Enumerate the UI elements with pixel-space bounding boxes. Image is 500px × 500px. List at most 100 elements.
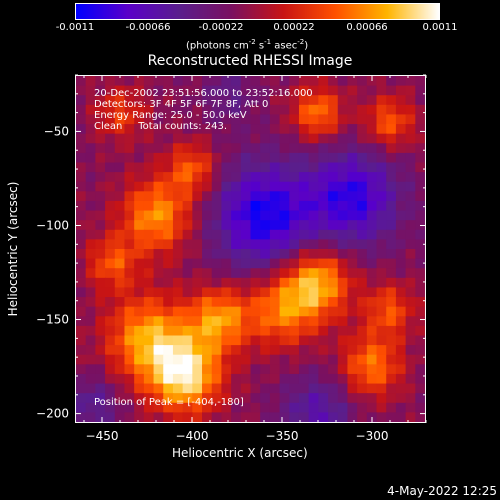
heatmap-cell bbox=[269, 258, 281, 269]
heatmap-cell bbox=[192, 354, 203, 365]
heatmap-cell bbox=[163, 268, 174, 279]
heatmap-cell bbox=[76, 345, 87, 356]
heatmap-cell bbox=[289, 383, 300, 394]
heatmap-cell bbox=[76, 297, 87, 308]
heatmap-cell bbox=[366, 133, 378, 144]
heatmap-cell bbox=[298, 162, 310, 173]
heatmap-cell bbox=[95, 297, 106, 308]
heatmap-cell bbox=[260, 325, 271, 337]
heatmap-cell bbox=[85, 412, 96, 422]
heatmap-cell bbox=[85, 335, 96, 346]
heatmap-cell bbox=[163, 85, 174, 96]
heatmap-cell bbox=[260, 172, 271, 183]
heatmap-cell bbox=[357, 249, 368, 260]
heatmap-cell bbox=[395, 364, 407, 375]
heatmap-cell bbox=[105, 277, 116, 289]
heatmap-cell bbox=[105, 76, 116, 87]
heatmap-cell bbox=[231, 229, 242, 240]
heatmap-cell bbox=[260, 76, 271, 87]
heatmap-cell bbox=[134, 373, 145, 385]
heatmap-cell bbox=[163, 104, 174, 116]
heatmap-cell bbox=[221, 325, 232, 337]
heatmap-cell bbox=[308, 124, 319, 135]
heatmap-cell bbox=[250, 191, 261, 202]
heatmap-cell bbox=[279, 412, 290, 422]
heatmap-cell bbox=[143, 316, 155, 327]
heatmap-cell bbox=[221, 373, 232, 385]
heatmap-cell bbox=[347, 306, 358, 317]
heatmap-cell bbox=[289, 133, 300, 144]
heatmap-cell bbox=[105, 200, 116, 212]
heatmap-cell bbox=[95, 210, 106, 221]
heatmap-cell bbox=[386, 287, 397, 298]
heatmap-cell bbox=[415, 191, 425, 202]
heatmap-cell bbox=[405, 306, 416, 317]
heatmap-cell bbox=[202, 277, 213, 289]
heatmap-cell bbox=[114, 239, 126, 250]
heatmap-cell bbox=[211, 412, 223, 422]
heatmap-cell bbox=[328, 316, 339, 327]
heatmap-cell bbox=[211, 124, 223, 135]
heatmap-cell bbox=[415, 152, 425, 164]
heatmap-cell bbox=[357, 191, 368, 202]
heatmap-cell bbox=[318, 143, 329, 154]
heatmap-cell bbox=[95, 277, 106, 289]
heatmap-cell bbox=[289, 306, 300, 317]
heatmap-cell bbox=[192, 412, 203, 422]
heatmap-cell bbox=[376, 104, 387, 116]
heatmap-cell bbox=[153, 200, 164, 212]
heatmap-cell bbox=[240, 133, 252, 144]
heatmap-cell bbox=[163, 200, 174, 212]
heatmap-cell bbox=[357, 335, 368, 346]
heatmap-cell bbox=[386, 325, 397, 337]
heatmap-cell bbox=[250, 383, 261, 394]
heatmap-cell bbox=[395, 181, 407, 192]
heatmap-cell bbox=[260, 239, 271, 250]
heatmap-cell bbox=[366, 277, 378, 289]
heatmap-cell bbox=[182, 76, 193, 87]
heatmap-cell bbox=[95, 345, 106, 356]
heatmap-cell bbox=[105, 297, 116, 308]
heatmap-cell bbox=[192, 76, 203, 87]
heatmap-cell bbox=[308, 172, 319, 183]
heatmap-cell bbox=[260, 373, 271, 385]
heatmap-cell bbox=[347, 268, 358, 279]
heatmap-cell bbox=[124, 287, 135, 298]
heatmap-cell bbox=[85, 172, 96, 183]
heatmap-cell bbox=[405, 383, 416, 394]
heatmap-cell bbox=[134, 191, 145, 202]
heatmap-cell bbox=[405, 412, 416, 422]
heatmap-cell bbox=[143, 220, 155, 231]
heatmap-cell bbox=[395, 277, 407, 289]
heatmap-cell bbox=[318, 152, 329, 164]
heatmap-cell bbox=[405, 124, 416, 135]
heatmap-cell bbox=[308, 316, 319, 327]
heatmap-cell bbox=[269, 287, 281, 298]
heatmap-cell bbox=[260, 316, 271, 327]
heatmap-cell bbox=[357, 76, 368, 87]
heatmap-cell bbox=[85, 306, 96, 317]
heatmap-cell bbox=[85, 124, 96, 135]
heatmap-cell bbox=[182, 152, 193, 164]
heatmap-cell bbox=[318, 393, 329, 404]
heatmap-cell bbox=[85, 373, 96, 385]
heatmap-cell bbox=[357, 412, 368, 422]
heatmap-cell bbox=[143, 268, 155, 279]
heatmap-cell bbox=[366, 124, 378, 135]
heatmap-cell bbox=[124, 258, 135, 269]
heatmap-cell bbox=[405, 191, 416, 202]
heatmap-cell bbox=[337, 200, 349, 212]
heatmap-cell bbox=[85, 85, 96, 96]
heatmap-cell bbox=[221, 152, 232, 164]
heatmap-cell bbox=[134, 133, 145, 144]
heatmap-cell bbox=[415, 249, 425, 260]
heatmap-cell bbox=[347, 114, 358, 125]
heatmap-cell bbox=[105, 133, 116, 144]
heatmap-cell bbox=[221, 95, 232, 106]
heatmap-cell bbox=[153, 268, 164, 279]
heatmap-cell bbox=[192, 191, 203, 202]
heatmap-cell bbox=[85, 297, 96, 308]
heatmap-cell bbox=[376, 239, 387, 250]
heatmap-cell bbox=[308, 402, 319, 413]
heatmap-cell bbox=[269, 181, 281, 192]
